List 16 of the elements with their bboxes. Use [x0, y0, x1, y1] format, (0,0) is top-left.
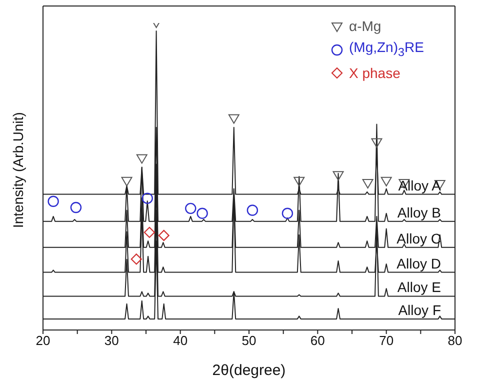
y-axis-title: Intensity (Arb.Unit): [10, 112, 26, 228]
series-label: Alloy F: [398, 302, 441, 318]
x-axis-title: 2θ(degree): [212, 362, 286, 379]
x-tick-label: 50: [242, 333, 256, 348]
x-tick-label: 60: [310, 333, 325, 348]
x-tick-label: 40: [173, 333, 188, 348]
x-tick-label: 20: [36, 333, 50, 348]
x-tick-label: 70: [379, 333, 394, 348]
legend-label: X phase: [349, 64, 400, 83]
series-label: Alloy D: [396, 255, 441, 272]
series-label: Alloy B: [397, 204, 441, 220]
legend-label: (Mg,Zn)$_{3}$RE: [349, 38, 424, 61]
series-label: Alloy E: [397, 279, 441, 296]
x-tick-label: 30: [104, 333, 119, 348]
x-tick-label: 80: [448, 333, 462, 348]
legend-label: α-Mg: [349, 17, 382, 36]
